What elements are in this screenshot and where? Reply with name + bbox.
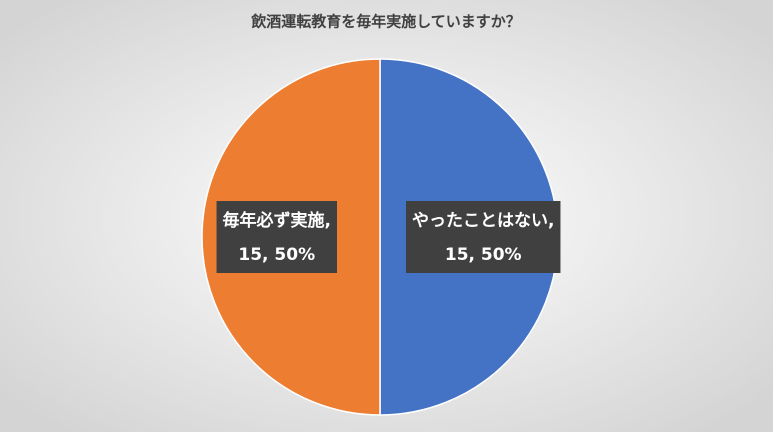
data-label-box [216, 201, 337, 273]
data-label: 毎年必ず実施, 15, 50% [216, 201, 337, 273]
data-label-category: 毎年必ず実施, [223, 210, 331, 231]
chart-title: 飲酒運転教育を毎年実施していますか？ [250, 13, 521, 31]
data-label-value: 15, 50% [238, 245, 315, 265]
data-label-value: 15, 50% [445, 245, 522, 265]
data-label: やったことはない, 15, 50% [406, 201, 561, 273]
data-label-box [406, 201, 561, 273]
data-label-category: やったことはない, [412, 211, 554, 231]
